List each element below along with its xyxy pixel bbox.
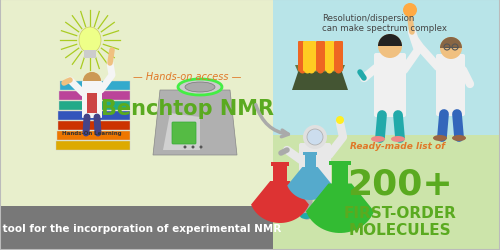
Wedge shape	[378, 35, 402, 47]
Bar	[271, 162, 289, 166]
Bar	[303, 153, 317, 155]
Text: Ready-made list of: Ready-made list of	[350, 142, 445, 151]
Text: Resolution/dispersion
can make spectrum complex: Resolution/dispersion can make spectrum …	[322, 14, 448, 33]
FancyBboxPatch shape	[298, 42, 307, 72]
Polygon shape	[163, 114, 200, 150]
Ellipse shape	[300, 213, 312, 219]
FancyBboxPatch shape	[60, 92, 130, 100]
FancyBboxPatch shape	[303, 42, 312, 72]
Text: — Hands-on access —: — Hands-on access —	[134, 71, 242, 81]
Polygon shape	[306, 184, 374, 233]
Circle shape	[326, 67, 333, 74]
Circle shape	[200, 146, 202, 149]
Bar	[273, 165, 287, 182]
Text: FIRST-ORDER
MOLECULES: FIRST-ORDER MOLECULES	[344, 205, 456, 238]
Bar	[330, 162, 350, 166]
FancyBboxPatch shape	[59, 102, 130, 110]
FancyBboxPatch shape	[57, 132, 130, 140]
Bar	[0, 206, 272, 250]
FancyBboxPatch shape	[58, 122, 130, 130]
FancyBboxPatch shape	[56, 142, 130, 150]
FancyBboxPatch shape	[436, 55, 465, 116]
FancyBboxPatch shape	[374, 54, 406, 118]
Text: Benchtop NMR: Benchtop NMR	[101, 99, 274, 119]
Circle shape	[299, 67, 306, 74]
Bar	[272, 135, 500, 250]
FancyBboxPatch shape	[316, 42, 325, 72]
FancyBboxPatch shape	[307, 42, 316, 72]
FancyBboxPatch shape	[58, 112, 130, 120]
FancyBboxPatch shape	[82, 82, 102, 118]
Circle shape	[378, 35, 402, 59]
FancyBboxPatch shape	[325, 42, 334, 72]
Text: Hands-On Learning: Hands-On Learning	[62, 130, 122, 135]
Polygon shape	[295, 66, 345, 73]
Bar	[332, 165, 348, 184]
FancyBboxPatch shape	[60, 82, 130, 91]
Ellipse shape	[371, 136, 385, 142]
Circle shape	[307, 130, 323, 146]
Bar	[0, 0, 272, 206]
FancyBboxPatch shape	[299, 144, 331, 197]
Text: 200+: 200+	[347, 167, 453, 201]
Polygon shape	[288, 167, 333, 200]
Circle shape	[192, 146, 194, 149]
Wedge shape	[440, 38, 462, 49]
FancyArrowPatch shape	[256, 105, 288, 137]
Text: A tool for the incorporation of experimental NMR: A tool for the incorporation of experime…	[0, 223, 281, 233]
Bar	[272, 0, 500, 135]
Ellipse shape	[79, 28, 101, 54]
Polygon shape	[292, 73, 348, 91]
Circle shape	[317, 67, 324, 74]
Ellipse shape	[185, 83, 215, 93]
Circle shape	[303, 126, 327, 150]
Bar	[304, 154, 316, 168]
Wedge shape	[83, 73, 101, 82]
Ellipse shape	[391, 136, 405, 142]
Bar	[84, 51, 96, 59]
Polygon shape	[251, 181, 309, 223]
Circle shape	[308, 67, 315, 74]
Polygon shape	[153, 91, 237, 156]
FancyBboxPatch shape	[334, 42, 343, 72]
Circle shape	[304, 67, 311, 74]
Circle shape	[83, 73, 101, 91]
Circle shape	[336, 116, 344, 124]
Circle shape	[403, 4, 417, 18]
Bar	[87, 94, 97, 114]
Ellipse shape	[317, 213, 329, 219]
Circle shape	[335, 67, 342, 74]
Circle shape	[440, 38, 462, 60]
Ellipse shape	[178, 80, 222, 96]
FancyBboxPatch shape	[172, 122, 196, 144]
Circle shape	[184, 146, 186, 149]
Ellipse shape	[452, 136, 466, 141]
Ellipse shape	[433, 136, 447, 141]
